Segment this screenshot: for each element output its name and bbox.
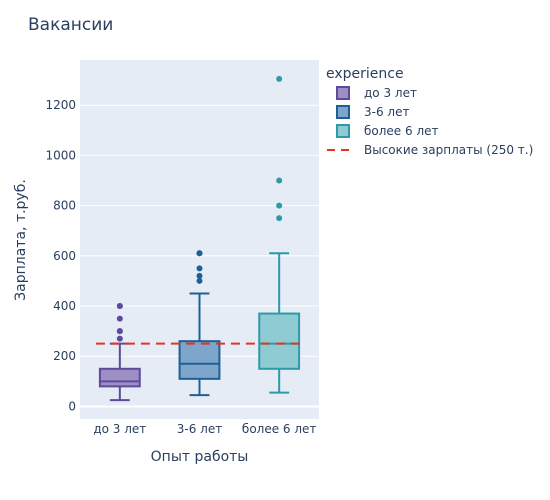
x-axis-title: Опыт работы <box>151 449 249 465</box>
x-tick-label: 3-6 лет <box>177 422 222 436</box>
y-tick-label: 800 <box>53 199 76 213</box>
y-tick-label: 400 <box>53 299 76 313</box>
legend-label: до 3 лет <box>364 86 417 100</box>
outlier-point <box>116 335 123 342</box>
legend-swatch <box>336 105 350 119</box>
outlier-point <box>276 75 283 82</box>
chart-title: Вакансии <box>28 15 113 35</box>
outlier-point <box>276 202 283 209</box>
outlier-point <box>116 303 123 310</box>
y-tick-label: 600 <box>53 249 76 263</box>
outlier-point <box>196 277 203 284</box>
y-tick-label: 1000 <box>45 148 76 162</box>
outlier-point <box>116 315 123 322</box>
outlier-point <box>276 215 283 222</box>
x-axis-ticks: до 3 лет 3-6 лет более 6 лет <box>93 422 316 436</box>
x-tick-label: до 3 лет <box>93 422 146 436</box>
y-tick-label: 200 <box>53 349 76 363</box>
legend-label: более 6 лет <box>364 124 438 138</box>
y-tick-label: 1200 <box>45 98 76 112</box>
box-iqr <box>258 312 301 370</box>
outlier-point <box>196 250 203 257</box>
box-iqr <box>98 367 141 388</box>
y-axis-title: Зарплата, т.руб. <box>13 179 29 301</box>
legend-label: 3-6 лет <box>364 105 409 119</box>
outlier-point <box>116 328 123 335</box>
legend-swatch <box>336 86 350 100</box>
legend-swatch <box>336 124 350 138</box>
box-2 <box>178 250 221 397</box>
y-axis-ticks: 0 200 400 600 800 1000 1200 <box>45 98 76 413</box>
box-iqr <box>178 340 221 380</box>
outlier-point <box>276 177 283 184</box>
legend-label: Высокие зарплаты (250 т.) <box>364 143 533 157</box>
box-3 <box>258 75 301 394</box>
outlier-point <box>196 265 203 272</box>
legend: experience до 3 лет 3-6 лет более 6 лет Выс… <box>326 66 533 157</box>
y-tick-label: 0 <box>68 399 76 413</box>
outlier-point <box>196 272 203 279</box>
x-tick-label: более 6 лет <box>242 422 316 436</box>
legend-title: experience <box>326 66 404 82</box>
